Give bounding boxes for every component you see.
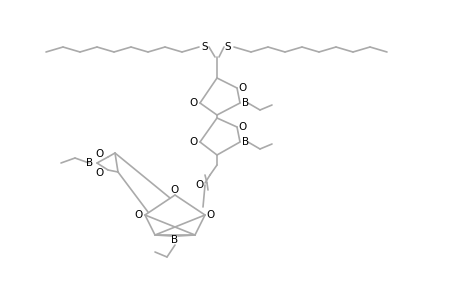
Text: B: B: [171, 235, 178, 245]
Text: O: O: [95, 149, 104, 159]
Text: B: B: [242, 137, 249, 147]
Text: O: O: [170, 185, 179, 195]
Text: B: B: [242, 98, 249, 108]
Text: B: B: [86, 158, 93, 168]
Text: O: O: [238, 122, 246, 132]
Text: S: S: [224, 42, 231, 52]
Text: O: O: [190, 137, 198, 147]
Text: O: O: [238, 83, 246, 93]
Text: S: S: [201, 42, 208, 52]
Text: O: O: [134, 210, 143, 220]
Text: O: O: [207, 210, 215, 220]
Text: O: O: [190, 98, 198, 108]
Text: O: O: [196, 180, 204, 190]
Text: O: O: [95, 168, 104, 178]
